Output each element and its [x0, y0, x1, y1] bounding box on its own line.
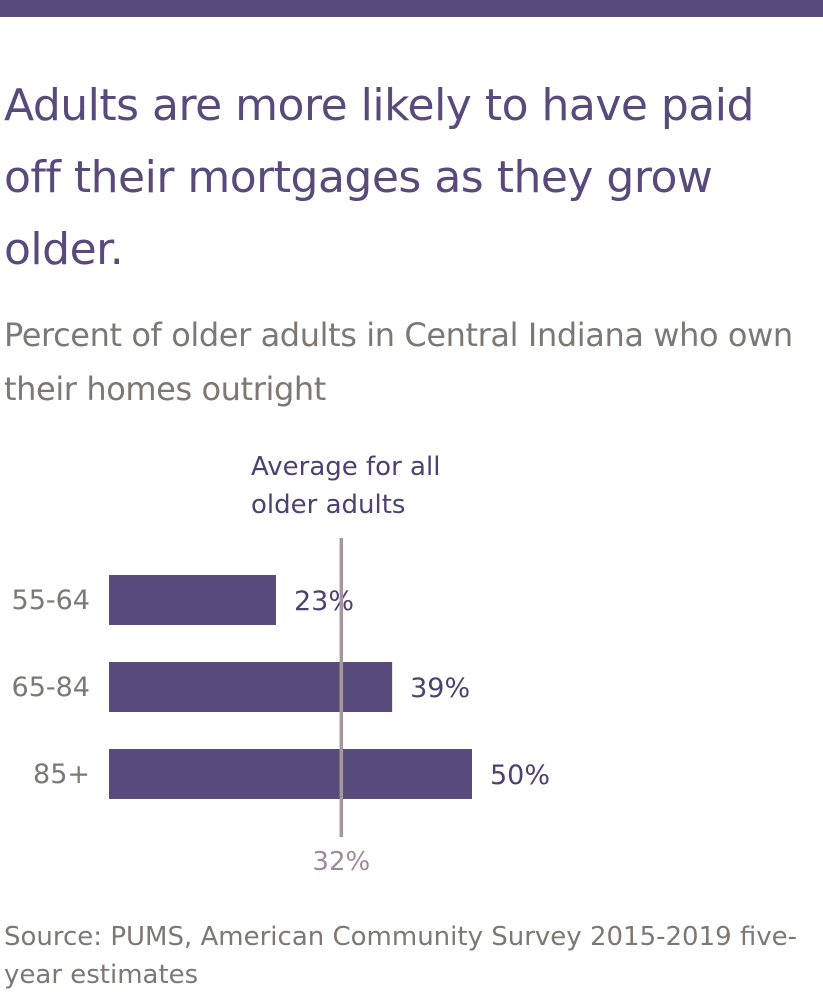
value-label: 39%	[410, 673, 470, 704]
bar-85-plus	[109, 749, 472, 799]
average-annotation-line: Average for all	[251, 452, 440, 482]
chart-subtitle: Percent of older adults in Central India…	[4, 316, 793, 408]
source-note: Source: PUMS, American Community Survey …	[4, 922, 798, 990]
chart-title: Adults are more likely to have paid off …	[4, 80, 754, 275]
category-label: 65-84	[12, 672, 90, 703]
bar-55-64	[109, 575, 276, 625]
top-accent-bar	[0, 0, 823, 17]
average-annotation-line: older adults	[251, 490, 405, 520]
bar-chart: 55-64 23% 65-84 39% 85+ 50% Average for all old…	[12, 452, 550, 877]
average-value-label: 32%	[312, 847, 370, 877]
category-label: 55-64	[12, 585, 90, 616]
bar-65-84	[109, 662, 393, 712]
category-label: 85+	[33, 759, 90, 790]
value-label: 23%	[294, 586, 354, 617]
value-label: 50%	[490, 760, 550, 791]
